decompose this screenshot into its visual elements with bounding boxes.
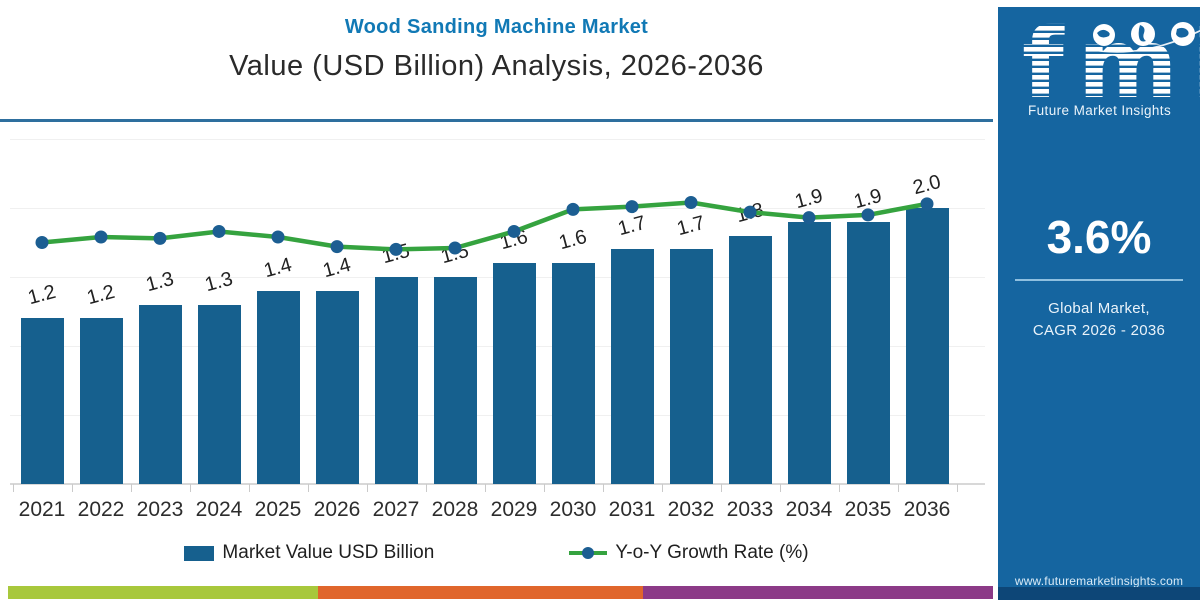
legend-bar-swatch-icon xyxy=(184,545,215,561)
x-axis-tick xyxy=(543,484,545,492)
stat-label-line1: Global Market, xyxy=(1048,300,1150,317)
x-axis-tick xyxy=(130,484,132,492)
x-axis-line xyxy=(10,483,985,485)
website-link[interactable]: www.futuremarketinsights.com xyxy=(1014,574,1184,588)
x-axis-label: 2025 xyxy=(254,498,302,521)
x-axis-tick xyxy=(307,484,309,492)
bar-value-label: 1.8 xyxy=(733,198,767,227)
x-axis-label: 2024 xyxy=(195,498,243,521)
chart-title: Wood Sanding Machine Market xyxy=(344,16,649,38)
bar xyxy=(433,277,477,484)
map-glyph xyxy=(1138,25,1146,42)
legend-item: Y-o-Y Growth Rate (%) xyxy=(569,542,809,564)
map-glyph xyxy=(1097,29,1110,38)
orbit-swoosh xyxy=(1087,29,1200,53)
x-axis-tick xyxy=(956,484,958,492)
bar xyxy=(610,249,654,484)
chart-subtitle: Value (USD Billion) Analysis, 2026-2036 xyxy=(229,50,764,82)
bar-value-label: 1.3 xyxy=(202,267,236,296)
x-axis-tick xyxy=(602,484,604,492)
x-axis-label: 2035 xyxy=(844,498,892,521)
stat-label-line2: CAGR 2026 - 2036 xyxy=(1032,322,1166,339)
world-map-icons xyxy=(1087,22,1200,53)
bar-value-label: 1.5 xyxy=(379,239,413,269)
x-axis-label: 2036 xyxy=(903,498,951,521)
sidebar-footer-band xyxy=(998,587,1200,600)
bar-value-label: 1.9 xyxy=(792,184,826,214)
bar-value-label: 1.7 xyxy=(615,212,649,241)
green-segment xyxy=(8,586,318,599)
bar-value-label: 1.4 xyxy=(320,253,354,283)
x-axis-label: 2023 xyxy=(136,498,184,521)
x-axis-tick xyxy=(838,484,840,492)
x-axis-label: 2032 xyxy=(667,498,715,521)
x-axis-tick xyxy=(661,484,663,492)
x-axis-label: 2031 xyxy=(608,498,656,521)
map-glyph xyxy=(1176,27,1189,38)
legend-item: Market Value USD Billion xyxy=(184,542,434,564)
x-axis-tick xyxy=(779,484,781,492)
legend-label: Market Value USD Billion xyxy=(222,542,435,563)
x-axis-tick xyxy=(189,484,191,492)
bar xyxy=(492,263,536,484)
x-axis-tick xyxy=(71,484,73,492)
bar xyxy=(787,221,831,484)
x-axis-label: 2021 xyxy=(18,498,66,521)
gridline xyxy=(10,139,985,140)
bar xyxy=(20,318,64,484)
bar xyxy=(79,318,123,484)
legend-label: Y-o-Y Growth Rate (%) xyxy=(615,542,809,563)
x-axis-label: 2026 xyxy=(313,498,361,521)
bar xyxy=(846,221,890,484)
stat-label: Global Market, CAGR 2026 - 2036 xyxy=(998,298,1200,342)
bar-value-label: 1.2 xyxy=(84,281,118,310)
bar-value-label: 2.0 xyxy=(910,170,944,200)
bar xyxy=(905,208,949,484)
bar-value-label: 1.5 xyxy=(438,239,472,269)
bar-value-label: 1.4 xyxy=(261,253,295,283)
bar-value-label: 1.7 xyxy=(674,212,708,241)
x-axis-tick xyxy=(484,484,486,492)
x-axis-tick xyxy=(425,484,427,492)
x-axis-label: 2034 xyxy=(785,498,833,521)
bar xyxy=(374,277,418,484)
title-divider xyxy=(0,119,993,122)
x-axis-label: 2027 xyxy=(372,498,420,521)
x-axis-label: 2030 xyxy=(549,498,597,521)
legend: Market Value USD Billion Y-o-Y Growth Rat… xyxy=(0,538,993,568)
bar xyxy=(138,304,182,484)
x-axis-tick xyxy=(366,484,368,492)
bar-value-label: 1.6 xyxy=(556,225,590,255)
x-axis-label: 2029 xyxy=(490,498,538,521)
chart-panel: Wood Sanding Machine Market Value (USD B… xyxy=(0,16,993,599)
purple-segment xyxy=(643,586,993,599)
bar-value-label: 1.9 xyxy=(851,184,885,214)
legend-dot-icon xyxy=(582,547,595,559)
sidebar: fmi Future Market Insights 3.6% Global M… xyxy=(998,7,1200,600)
bar xyxy=(551,263,595,484)
bar xyxy=(315,290,359,484)
x-axis-label: 2033 xyxy=(726,498,774,521)
bar xyxy=(728,235,772,484)
x-axis-tick xyxy=(897,484,899,492)
cagr-value: 3.6% xyxy=(1046,211,1152,263)
bar xyxy=(256,290,300,484)
x-axis-tick xyxy=(720,484,722,492)
x-axis-label: 2022 xyxy=(77,498,125,521)
x-axis-tick xyxy=(248,484,250,492)
footer-stripe xyxy=(0,586,993,599)
bar-value-label: 1.3 xyxy=(143,267,177,296)
bar xyxy=(669,249,713,484)
orange-segment xyxy=(318,586,643,599)
x-axis-tick xyxy=(12,484,14,492)
legend-line-dot-swatch-icon xyxy=(569,547,608,559)
logo-tagline: Future Market Insights xyxy=(1028,103,1172,118)
bar-value-label: 1.2 xyxy=(25,281,59,310)
stat-divider xyxy=(1015,279,1183,281)
plot-area: 1.2 2021 1.2 2022 1.3 2023 1.3 2024 1.4 2025 1.4 20… xyxy=(10,139,985,521)
bar-value-label: 1.6 xyxy=(497,225,531,255)
bar xyxy=(197,304,241,484)
x-axis-label: 2028 xyxy=(431,498,479,521)
